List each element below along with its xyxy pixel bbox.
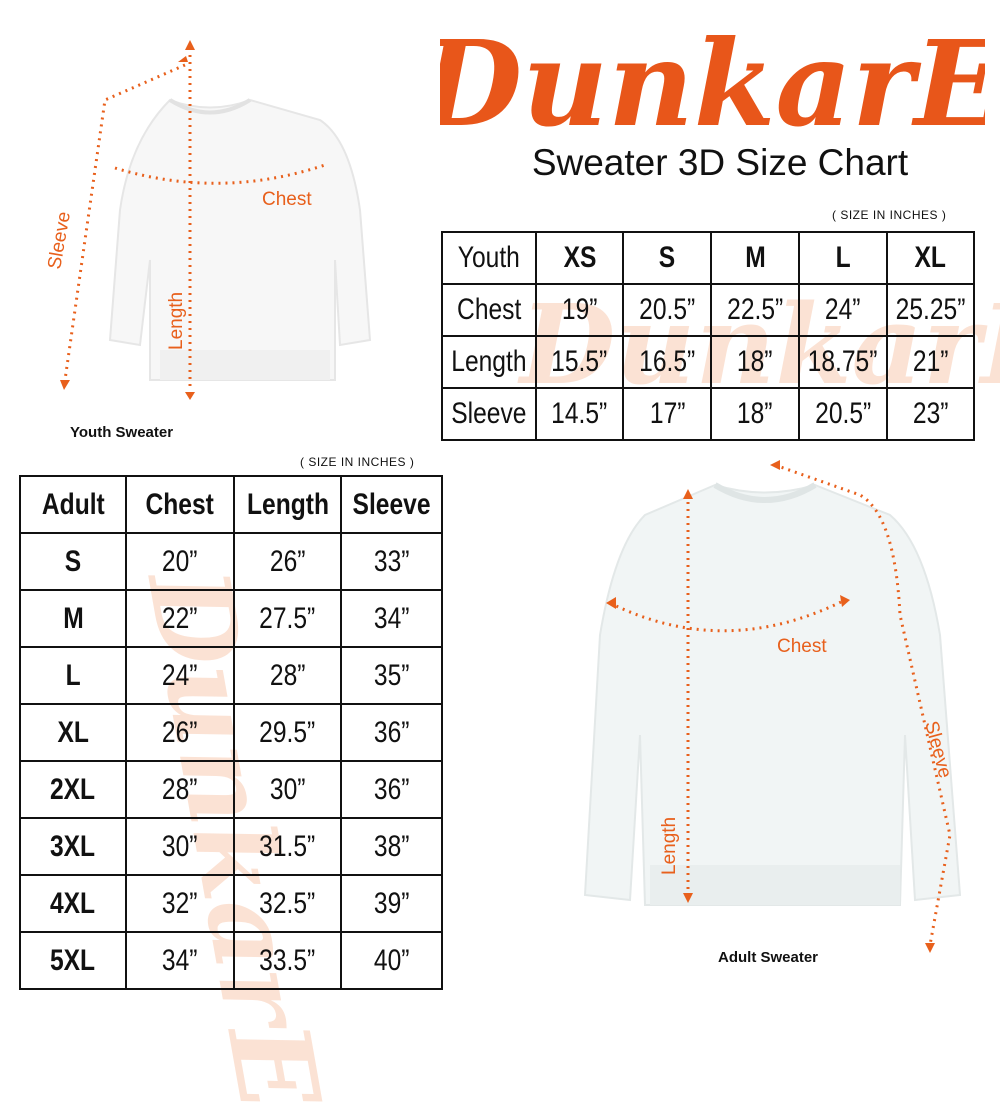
table-row: XL 26” 29.5” 36” (19, 703, 443, 762)
header-cell: L (835, 241, 851, 274)
cell: 18” (737, 345, 773, 378)
adult-length-label: Length (659, 817, 680, 875)
table-row: M 22” 27.5” 34” (19, 589, 443, 648)
youth-unit-note: ( SIZE IN INCHES ) (832, 208, 947, 222)
cell: 39” (373, 886, 410, 920)
cell: 32.5” (259, 886, 316, 920)
row-label: Sleeve (451, 397, 527, 430)
cell: 20.5” (814, 397, 871, 430)
cell: 31.5” (259, 829, 316, 863)
cell: 19” (561, 293, 598, 326)
header-cell: Youth (457, 241, 520, 274)
cell: 30” (162, 829, 198, 863)
table-header-row: Youth XS S M L XL (441, 231, 976, 285)
youth-sweater-diagram: Chest Length Sleeve (44, 40, 372, 400)
cell: 28” (162, 772, 198, 806)
cell: 34” (373, 601, 410, 635)
cell: 15.5” (551, 345, 608, 378)
adult-unit-note: ( SIZE IN INCHES ) (300, 455, 415, 469)
header-cell: Adult (41, 487, 105, 521)
page-title: Sweater 3D Size Chart (531, 142, 909, 183)
cell: 33” (373, 544, 410, 578)
youth-chest-label: Chest (262, 189, 312, 210)
header-cell: XS (563, 241, 597, 274)
header-cell: Sleeve (352, 487, 431, 521)
cell: 33.5” (259, 943, 316, 977)
cell: 36” (373, 772, 410, 806)
youth-sleeve-label: Sleeve (44, 210, 75, 271)
row-label: Length (451, 345, 527, 378)
cell: 26” (162, 715, 198, 749)
row-label: Chest (456, 293, 522, 326)
table-row: Sleeve 14.5” 17” 18” 20.5” 23” (441, 387, 976, 441)
cell: 26” (269, 544, 306, 578)
table-row: 3XL 30” 31.5” 38” (19, 817, 443, 876)
brand-logo: DunkarE (440, 14, 985, 150)
cell: 16.5” (639, 345, 696, 378)
cell: 17” (649, 397, 686, 430)
cell: 14.5” (551, 397, 608, 430)
table-row: S 20” 26” 33” (19, 532, 443, 591)
row-label: 2XL (50, 772, 96, 806)
row-label: 4XL (50, 886, 96, 920)
cell: 34” (162, 943, 198, 977)
adult-size-table: Adult Chest Length Sleeve S 20” 26” 33” M 22”… (19, 475, 443, 990)
table-row: Chest 19” 20.5” 22.5” 24” 25.25” (441, 283, 976, 337)
row-label: 5XL (50, 943, 96, 977)
cell: 27.5” (259, 601, 316, 635)
cell: 35” (373, 658, 410, 692)
cell: 28” (269, 658, 306, 692)
header-cell: Length (246, 487, 329, 521)
cell: 32” (162, 886, 198, 920)
cell: 40” (373, 943, 410, 977)
row-label: S (64, 544, 82, 578)
row-label: 3XL (50, 829, 96, 863)
cell: 23” (912, 397, 949, 430)
adult-caption: Adult Sweater (718, 949, 819, 966)
adult-sweater-diagram: Chest Length Sleeve (583, 460, 962, 953)
table-row: 4XL 32” 32.5” 39” (19, 874, 443, 933)
cell: 36” (373, 715, 410, 749)
header-cell: S (659, 241, 676, 274)
cell: 38” (373, 829, 410, 863)
cell: 18” (737, 397, 773, 430)
svg-text:DunkarE: DunkarE (440, 14, 985, 150)
row-label: L (65, 658, 81, 692)
cell: 22.5” (727, 293, 784, 326)
cell: 20” (162, 544, 198, 578)
table-row: 2XL 28” 30” 36” (19, 760, 443, 819)
row-label: XL (57, 715, 89, 749)
cell: 24” (825, 293, 861, 326)
header-cell: M (744, 241, 766, 274)
cell: 22” (162, 601, 198, 635)
cell: 20.5” (639, 293, 696, 326)
cell: 21” (912, 345, 949, 378)
cell: 18.75” (808, 345, 878, 378)
table-row: 5XL 34” 33.5” 40” (19, 931, 443, 990)
table-row: L 24” 28” 35” (19, 646, 443, 705)
youth-size-table: Youth XS S M L XL Chest 19” 20.5” 22.5” … (441, 231, 976, 441)
cell: 29.5” (259, 715, 316, 749)
adult-chest-label: Chest (777, 636, 827, 657)
cell: 24” (162, 658, 198, 692)
table-row: Length 15.5” 16.5” 18” 18.75” 21” (441, 335, 976, 389)
youth-caption: Youth Sweater (70, 424, 174, 441)
table-header-row: Adult Chest Length Sleeve (19, 475, 443, 534)
cell: 25.25” (895, 293, 966, 326)
youth-length-label: Length (166, 292, 187, 350)
header-cell: XL (914, 241, 947, 274)
row-label: M (62, 601, 84, 635)
header-cell: Chest (145, 487, 215, 521)
cell: 30” (269, 772, 306, 806)
